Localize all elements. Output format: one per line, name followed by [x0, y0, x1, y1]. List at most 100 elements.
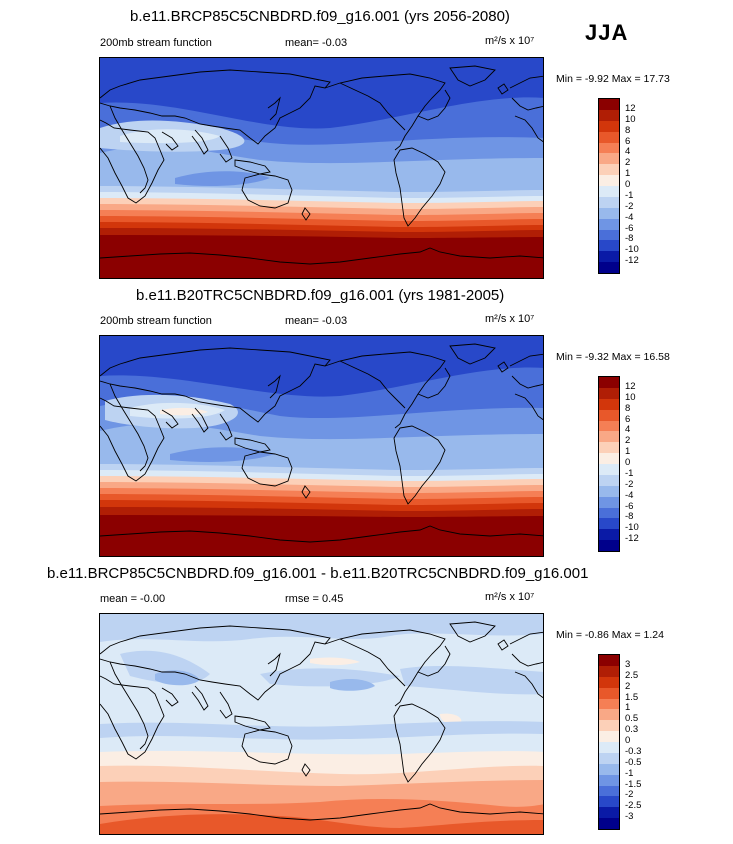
- colorbar-level-label: -8: [625, 511, 634, 523]
- colorbar-swatch: [599, 818, 619, 829]
- colorbar-level-label: 10: [625, 391, 636, 403]
- panel1-units: m²/s x 10⁷: [485, 35, 535, 47]
- colorbar-swatch: [599, 196, 619, 208]
- colorbar-level-label: 12: [625, 380, 636, 392]
- panel2-variable: 200mb stream function: [100, 315, 212, 327]
- colorbar-swatch: [599, 763, 619, 775]
- colorbar-swatch: [599, 540, 619, 551]
- colorbar-level-label: 10: [625, 113, 636, 125]
- colorbar-level-label: 1: [625, 702, 631, 714]
- colorbar-level-label: 0: [625, 457, 631, 468]
- colorbar-level-label: 0.3: [625, 724, 639, 736]
- colorbar-level-label: -4: [625, 211, 634, 223]
- colorbar-level-label: -1: [625, 767, 634, 779]
- panel3-rmse: rmse = 0.45: [285, 593, 344, 605]
- colorbar-level-label: 8: [625, 124, 631, 136]
- colorbar-level-label: -6: [625, 500, 634, 512]
- colorbar-level-label: 0.5: [625, 713, 639, 725]
- colorbar-swatch: [599, 251, 619, 263]
- panel1-title: b.e11.BRCP85C5CNBDRD.f09_g16.001 (yrs 20…: [130, 8, 510, 25]
- panel1-minmax: Min = -9.92 Max = 17.73: [556, 73, 670, 85]
- panel2-colorbar-swatches: [598, 376, 620, 552]
- colorbar-swatch: [599, 785, 619, 797]
- colorbar-level-label: -2: [625, 200, 634, 212]
- panel3-mean: mean = -0.00: [100, 593, 166, 605]
- panel3-minmax: Min = -0.86 Max = 1.24: [556, 629, 664, 641]
- colorbar-swatch: [599, 453, 619, 464]
- panel2-title: b.e11.B20TRC5CNBDRD.f09_g16.001 (yrs 198…: [136, 287, 505, 304]
- colorbar-level-label: -8: [625, 233, 634, 245]
- colorbar-level-label: 0: [625, 735, 631, 746]
- colorbar-level-label: -2: [625, 478, 634, 490]
- colorbar-swatch: [599, 99, 619, 110]
- colorbar-level-label: 3: [625, 658, 631, 670]
- panel1-colorbar-swatches: [598, 98, 620, 274]
- colorbar-level-label: 2: [625, 157, 631, 169]
- panel1-contour-field: [100, 58, 543, 278]
- colorbar-level-label: -10: [625, 244, 639, 256]
- colorbar-level-label: -1.5: [625, 778, 642, 790]
- colorbar-level-label: -0.5: [625, 756, 642, 768]
- colorbar-swatch: [599, 709, 619, 721]
- panel2-contour-field: [100, 336, 543, 556]
- season-label: JJA: [585, 20, 629, 45]
- colorbar-level-label: -0.3: [625, 745, 642, 757]
- colorbar-level-label: 4: [625, 146, 631, 158]
- colorbar-swatch: [599, 742, 619, 753]
- colorbar-swatch: [599, 507, 619, 519]
- colorbar-swatch: [599, 807, 619, 819]
- colorbar-swatch: [599, 665, 619, 677]
- colorbar-swatch: [599, 518, 619, 530]
- panel1-map: [99, 57, 544, 279]
- colorbar-swatch: [599, 229, 619, 241]
- colorbar-level-label: 0: [625, 179, 631, 190]
- panel3-map: [99, 613, 544, 835]
- colorbar-level-label: -1: [625, 467, 634, 479]
- colorbar-level-label: 2: [625, 435, 631, 447]
- colorbar-swatch: [599, 164, 619, 176]
- colorbar-swatch: [599, 240, 619, 252]
- colorbar-swatch: [599, 420, 619, 432]
- colorbar-swatch: [599, 175, 619, 186]
- colorbar-level-label: -1: [625, 189, 634, 201]
- panel3-colorbar-swatches: [598, 654, 620, 830]
- colorbar-swatch: [599, 752, 619, 764]
- colorbar-swatch: [599, 431, 619, 443]
- colorbar-swatch: [599, 120, 619, 132]
- colorbar-level-label: 2: [625, 680, 631, 692]
- colorbar-swatch: [599, 687, 619, 699]
- colorbar-level-label: 4: [625, 424, 631, 436]
- colorbar-swatch: [599, 153, 619, 165]
- colorbar-level-label: -12: [625, 533, 639, 545]
- colorbar-swatch: [599, 720, 619, 732]
- colorbar-swatch: [599, 474, 619, 486]
- colorbar-level-label: 6: [625, 413, 631, 425]
- colorbar-level-label: 1: [625, 446, 631, 458]
- panel1-variable: 200mb stream function: [100, 37, 212, 49]
- colorbar-swatch: [599, 398, 619, 410]
- colorbar-swatch: [599, 262, 619, 273]
- colorbar-swatch: [599, 218, 619, 230]
- panel2-mean: mean= -0.03: [285, 315, 348, 327]
- panel1-mean: mean= -0.03: [285, 37, 348, 49]
- panel3-contour-field: [100, 614, 543, 834]
- colorbar-level-label: -4: [625, 489, 634, 501]
- colorbar-swatch: [599, 387, 619, 399]
- colorbar-level-label: -2.5: [625, 800, 642, 812]
- colorbar-level-label: -3: [625, 811, 634, 823]
- colorbar-swatch: [599, 796, 619, 808]
- panel3-title: b.e11.BRCP85C5CNBDRD.f09_g16.001 - b.e11…: [47, 565, 589, 582]
- colorbar-swatch: [599, 676, 619, 688]
- colorbar-level-label: 8: [625, 402, 631, 414]
- colorbar-swatch: [599, 485, 619, 497]
- colorbar-swatch: [599, 655, 619, 666]
- colorbar-level-label: 6: [625, 135, 631, 147]
- colorbar-swatch: [599, 131, 619, 143]
- colorbar-level-label: -12: [625, 255, 639, 267]
- colorbar-swatch: [599, 109, 619, 121]
- colorbar-level-label: 12: [625, 102, 636, 114]
- colorbar-swatch: [599, 207, 619, 219]
- panel2-units: m²/s x 10⁷: [485, 313, 535, 325]
- panel2-minmax: Min = -9.32 Max = 16.58: [556, 351, 670, 363]
- colorbar-swatch: [599, 496, 619, 508]
